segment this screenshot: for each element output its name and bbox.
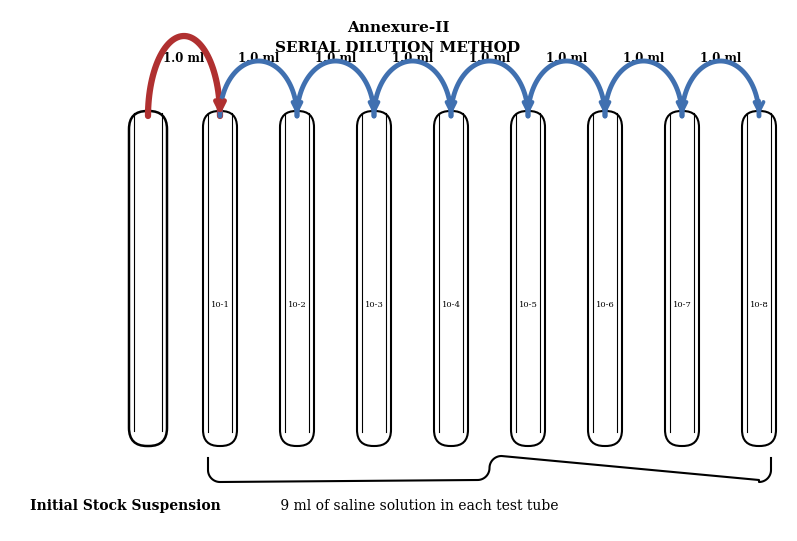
- Text: Annexure-II: Annexure-II: [347, 21, 450, 35]
- Text: 10-3: 10-3: [364, 301, 383, 309]
- Text: 1.0 ml: 1.0 ml: [315, 52, 356, 65]
- Text: 10-8: 10-8: [749, 301, 768, 309]
- Text: 10-1: 10-1: [210, 301, 230, 309]
- Text: 10-4: 10-4: [442, 301, 461, 309]
- Text: 1.0 ml: 1.0 ml: [163, 52, 205, 65]
- Text: 9 ml of saline solution in each test tube: 9 ml of saline solution in each test tub…: [276, 499, 559, 513]
- FancyBboxPatch shape: [742, 111, 776, 446]
- Text: 1.0 ml: 1.0 ml: [392, 52, 433, 65]
- FancyBboxPatch shape: [588, 111, 622, 446]
- FancyBboxPatch shape: [280, 111, 314, 446]
- FancyBboxPatch shape: [129, 111, 167, 446]
- Text: 10-7: 10-7: [673, 301, 692, 309]
- Text: 1.0 ml: 1.0 ml: [623, 52, 664, 65]
- Text: SERIAL DILUTION METHOD: SERIAL DILUTION METHOD: [276, 41, 520, 55]
- FancyBboxPatch shape: [511, 111, 545, 446]
- Text: Initial Stock Suspension: Initial Stock Suspension: [30, 499, 221, 513]
- FancyBboxPatch shape: [203, 111, 237, 446]
- FancyBboxPatch shape: [665, 111, 699, 446]
- Text: 10-2: 10-2: [288, 301, 306, 309]
- Text: 10-5: 10-5: [519, 301, 537, 309]
- Text: 1.0 ml: 1.0 ml: [469, 52, 510, 65]
- Text: 1.0 ml: 1.0 ml: [700, 52, 741, 65]
- Text: 1.0 ml: 1.0 ml: [238, 52, 279, 65]
- Text: 10-6: 10-6: [595, 301, 614, 309]
- Text: 1.0 ml: 1.0 ml: [546, 52, 587, 65]
- FancyBboxPatch shape: [434, 111, 468, 446]
- FancyBboxPatch shape: [357, 111, 391, 446]
